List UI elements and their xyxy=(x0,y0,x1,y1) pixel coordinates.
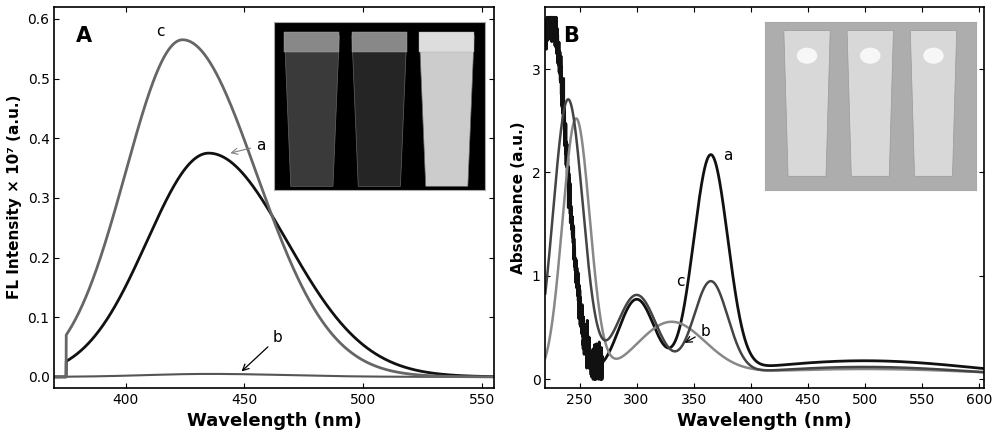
Text: A: A xyxy=(76,26,92,46)
Text: c: c xyxy=(676,274,685,289)
Text: c: c xyxy=(156,24,165,38)
X-axis label: Wavelength (nm): Wavelength (nm) xyxy=(677,412,852,430)
Text: b: b xyxy=(686,324,710,342)
Text: a: a xyxy=(723,148,733,163)
Y-axis label: FL Intensity × 10⁷ (a.u.): FL Intensity × 10⁷ (a.u.) xyxy=(7,95,22,299)
Text: b: b xyxy=(243,330,282,371)
Text: B: B xyxy=(563,26,579,46)
Text: a: a xyxy=(232,138,266,154)
X-axis label: Wavelength (nm): Wavelength (nm) xyxy=(187,412,361,430)
Y-axis label: Absorbance (a.u.): Absorbance (a.u.) xyxy=(511,121,526,274)
